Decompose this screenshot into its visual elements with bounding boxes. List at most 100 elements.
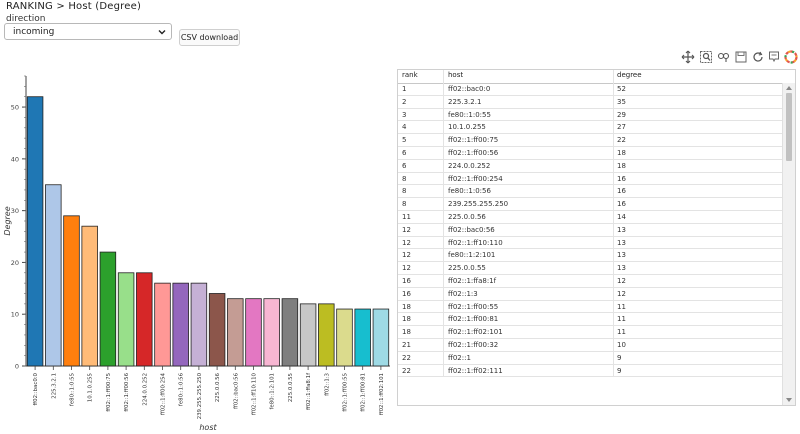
x-tick-label: 225.0.0.55 (288, 373, 294, 402)
cell-host: ff02::1:3 (448, 289, 478, 298)
cell-rank: 2 (402, 97, 407, 106)
csv-download-button[interactable]: CSV download (179, 29, 240, 46)
bokeh-logo-icon (784, 50, 798, 64)
table-row[interactable]: 8 239.255.255.250 16 (398, 198, 783, 211)
save-icon[interactable] (734, 50, 748, 64)
y-tick-label: 10 (11, 311, 19, 319)
cell-degree: 29 (617, 110, 626, 119)
table-row[interactable]: 12 ff02::1:ff10:110 13 (398, 236, 783, 250)
cell-degree: 12 (617, 289, 626, 298)
hover-icon[interactable] (767, 50, 781, 64)
cell-rank: 1 (402, 85, 407, 93)
header-host[interactable]: host (448, 71, 464, 79)
cell-host: ff02::1 (448, 353, 471, 362)
table-row[interactable]: 6 224.0.0.252 18 (398, 159, 783, 173)
cell-rank: 11 (402, 212, 411, 221)
bar (154, 282, 171, 367)
table-row[interactable]: 18 ff02::1:ff02:101 11 (398, 326, 783, 339)
box-zoom-icon[interactable] (699, 50, 713, 64)
cell-degree: 16 (617, 200, 626, 209)
table-row[interactable]: 4 10.1.0.255 27 (398, 121, 783, 135)
bar (354, 308, 371, 367)
bar (208, 293, 226, 367)
cell-rank: 16 (402, 289, 411, 298)
table-row[interactable]: 8 ff02::1:ff00:254 16 (398, 172, 783, 186)
header-rank[interactable]: rank (402, 71, 418, 79)
cell-host: 10.1.0.255 (448, 123, 486, 132)
bar (227, 298, 244, 367)
header-degree[interactable]: degree (617, 71, 642, 79)
table-scrollbar[interactable] (782, 83, 795, 405)
x-tick-label: fe80::1:2:101 (270, 373, 276, 410)
x-tick-label: ff02::1:ff00:81 (361, 373, 367, 412)
bar (136, 272, 153, 367)
table-row[interactable]: 5 ff02::1:ff00:75 22 (398, 134, 783, 147)
cell-degree: 14 (617, 212, 626, 221)
cell-rank: 16 (402, 276, 411, 285)
cell-degree: 35 (617, 97, 626, 106)
cell-degree: 52 (617, 85, 626, 93)
cell-degree: 16 (617, 174, 626, 183)
reset-icon[interactable] (751, 50, 765, 64)
cell-degree: 9 (617, 366, 622, 375)
pan-icon[interactable] (681, 50, 695, 64)
cell-host: 225.0.0.56 (448, 212, 486, 221)
table-row[interactable]: 12 fe80::1:2:101 13 (398, 249, 783, 263)
table-row[interactable]: 6 ff02::1:ff00:56 18 (398, 146, 783, 160)
bar (26, 96, 44, 367)
bar (372, 308, 390, 367)
cell-degree: 18 (617, 161, 626, 170)
x-tick-label: ff02::1:ffa8:1f (306, 373, 312, 410)
y-tick-label: 30 (11, 207, 19, 215)
direction-select-value: incoming (13, 27, 55, 37)
wheel-zoom-icon[interactable] (717, 50, 731, 64)
cell-rank: 18 (402, 302, 411, 311)
cell-host: fe80::1:0:56 (448, 187, 491, 196)
cell-rank: 12 (402, 264, 411, 273)
table-row[interactable]: 16 ff02::1:ffa8:1f 12 (398, 274, 783, 288)
table-row[interactable]: 18 ff02::1:ff00:55 11 (398, 300, 783, 314)
direction-select[interactable]: incoming (4, 23, 172, 40)
table-row[interactable]: 1 ff02::bac0:0 52 (398, 83, 783, 96)
bar (172, 282, 189, 367)
x-tick-label: 224.0.0.252 (142, 373, 148, 406)
table-row[interactable]: 22 ff02::1:ff02:111 9 (398, 364, 783, 378)
cell-rank: 6 (402, 161, 407, 170)
cell-degree: 16 (617, 187, 626, 196)
x-tick-label: 225.0.0.56 (215, 372, 221, 402)
table-row[interactable]: 12 ff02::bac0:56 13 (398, 223, 783, 237)
table-row[interactable]: 2 225.3.2.1 35 (398, 95, 783, 109)
bar (99, 251, 117, 367)
x-tick-label: ff02::1:ff00:75 (106, 373, 112, 412)
cell-host: ff02::bac0:0 (448, 85, 491, 93)
bar (281, 298, 299, 367)
table-row[interactable]: 11 225.0.0.56 14 (398, 210, 783, 224)
cell-host: ff02::1:ff00:55 (448, 302, 499, 311)
table-row[interactable]: 16 ff02::1:3 12 (398, 287, 783, 301)
cell-degree: 27 (617, 123, 626, 132)
bar (245, 298, 262, 367)
y-tick-label: 40 (11, 155, 19, 163)
y-tick-label: 0 (15, 363, 19, 371)
table-row[interactable]: 18 ff02::1:ff00:81 11 (398, 313, 783, 327)
table-header: rank host degree (398, 70, 795, 84)
cell-rank: 4 (402, 123, 407, 132)
table-row[interactable]: 21 ff02::1:ff00:32 10 (398, 338, 783, 352)
cell-rank: 12 (402, 251, 411, 260)
cell-rank: 8 (402, 187, 407, 196)
table-row[interactable]: 8 fe80::1:0:56 16 (398, 185, 783, 199)
cell-degree: 9 (617, 353, 622, 362)
cell-rank: 8 (402, 174, 407, 183)
table-row[interactable]: 22 ff02::1 9 (398, 351, 783, 365)
x-tick-label: fe80::1:0:56 (179, 372, 185, 406)
scroll-thumb[interactable] (786, 93, 792, 161)
bar (81, 225, 98, 367)
cell-rank: 21 (402, 340, 411, 349)
y-tick-label: 20 (11, 259, 19, 267)
table-row[interactable]: 3 fe80::1:0:55 29 (398, 108, 783, 122)
table-row[interactable]: 12 225.0.0.55 13 (398, 262, 783, 275)
bar (45, 184, 62, 367)
